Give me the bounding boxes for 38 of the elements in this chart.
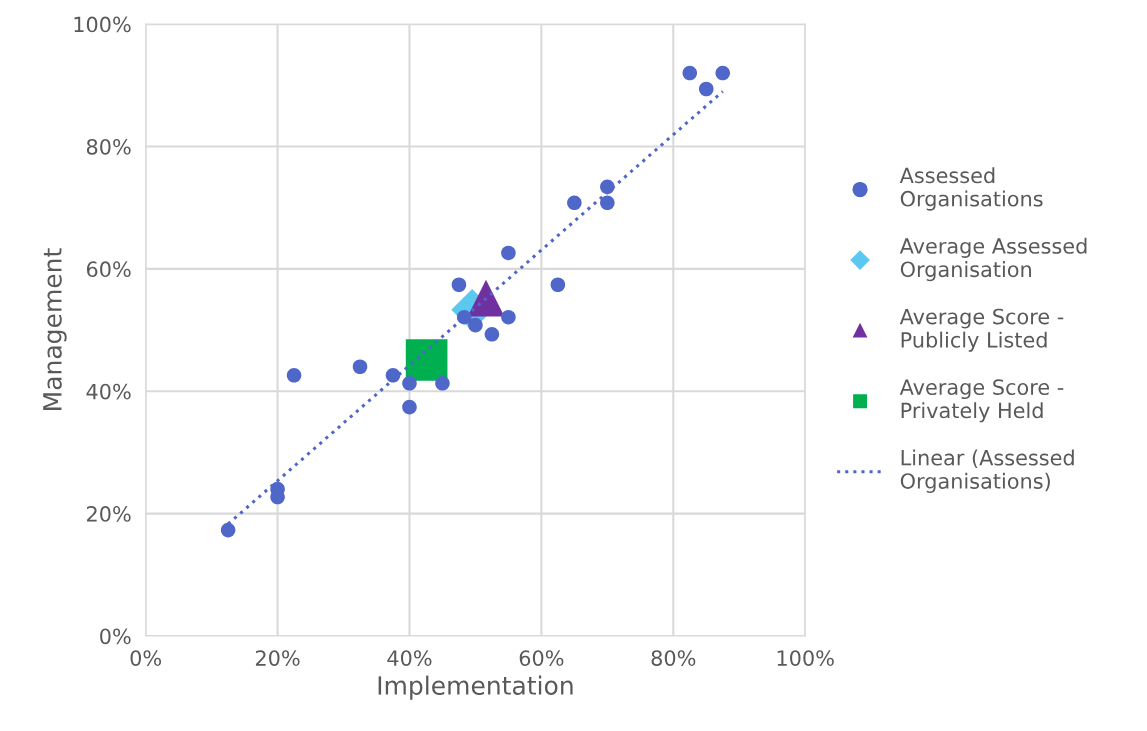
point [435, 375, 450, 391]
point [451, 277, 467, 293]
legend-label: Average Score - Publicly Listed [899, 308, 1064, 352]
x-tick-label: 100% [777, 650, 834, 666]
point [286, 368, 302, 383]
y-tick-label: 100% [74, 16, 131, 33]
x-tick-label: 40% [387, 650, 432, 666]
point [484, 327, 500, 342]
y-tick-label: 20% [87, 506, 131, 522]
x-tick-label: 0% [130, 650, 162, 666]
x-axis-title: Implementation [378, 675, 573, 700]
point [220, 522, 236, 538]
point [352, 359, 368, 375]
point [550, 277, 566, 293]
point [402, 399, 417, 415]
legend-label: Linear (Assessed Organisations) [900, 449, 1074, 493]
point [405, 339, 448, 381]
point [467, 279, 505, 317]
point [402, 375, 417, 391]
point [698, 81, 714, 97]
legend-label: Average Score - Privately Held [899, 379, 1064, 423]
y-tick-label: 80% [86, 138, 131, 155]
point [600, 195, 615, 211]
y-axis-title: Management [43, 248, 67, 410]
y-tick-label: 0% [100, 628, 131, 645]
x-tick-label: 80% [651, 650, 696, 666]
y-tick-label: 60% [86, 261, 131, 278]
x-tick-label: 60% [519, 650, 564, 666]
legend-label: Assessed Organisations [899, 167, 1043, 211]
point [567, 195, 582, 211]
legend-label: Average Assessed Organisation [899, 237, 1087, 282]
point [468, 317, 483, 333]
point [501, 245, 516, 261]
x-tick-label: 20% [255, 650, 300, 666]
point [715, 65, 731, 81]
point [682, 65, 698, 81]
point [501, 309, 516, 325]
y-tick-label: 40% [86, 383, 131, 400]
